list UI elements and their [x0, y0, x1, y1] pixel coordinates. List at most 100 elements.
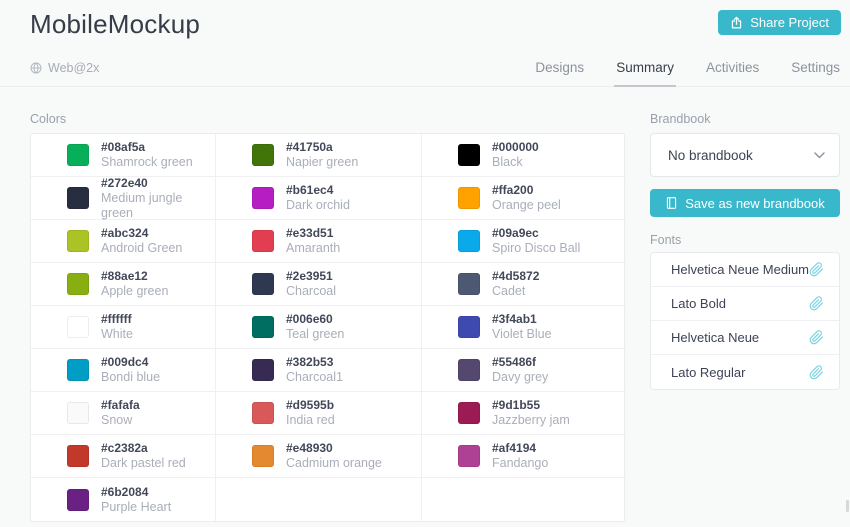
color-item[interactable]: #e33d51 Amaranth: [216, 220, 422, 263]
color-item[interactable]: #08af5a Shamrock green: [31, 134, 216, 177]
color-hex: #08af5a: [101, 140, 146, 154]
color-hex: #ffffff: [101, 312, 132, 326]
tab-designs[interactable]: Designs: [535, 60, 585, 75]
color-info: #41750a Napier green: [286, 140, 358, 170]
tab-activities[interactable]: Activities: [705, 60, 760, 75]
color-item[interactable]: #9d1b55 Jazzberry jam: [422, 392, 626, 435]
color-name: Dark pastel red: [101, 456, 186, 470]
color-item[interactable]: #272e40 Medium jungle green: [31, 176, 216, 220]
color-item[interactable]: #ffa200 Orange peel: [422, 177, 626, 220]
colors-section-label: Colors: [30, 112, 67, 126]
font-name: Helvetica Neue: [671, 330, 760, 345]
color-swatch: [458, 144, 480, 166]
color-hex: #e33d51: [286, 226, 334, 240]
color-swatch: [67, 230, 89, 252]
color-item[interactable]: #006e60 Teal green: [216, 306, 422, 349]
color-swatch: [458, 316, 480, 338]
color-item[interactable]: #ffffff White: [31, 306, 216, 349]
share-icon: [730, 16, 743, 30]
color-item[interactable]: #41750a Napier green: [216, 134, 422, 177]
paperclip-icon[interactable]: [809, 296, 824, 311]
color-hex: #382b53: [286, 355, 334, 369]
scrollbar[interactable]: [846, 500, 849, 512]
color-item[interactable]: #fafafa Snow: [31, 392, 216, 435]
color-info: #ffffff White: [101, 312, 133, 342]
color-name: Spiro Disco Ball: [492, 241, 581, 255]
color-name: Purple Heart: [101, 499, 172, 514]
color-swatch: [252, 316, 274, 338]
color-name: Black: [492, 155, 523, 169]
color-item[interactable]: #abc324 Android Green: [31, 220, 216, 263]
color-info: #55486f Davy grey: [492, 355, 548, 385]
color-hex: #55486f: [492, 355, 537, 369]
color-info: #08af5a Shamrock green: [101, 140, 193, 170]
color-hex: #fafafa: [101, 398, 140, 412]
color-swatch: [458, 187, 480, 209]
color-hex: #c2382a: [101, 441, 148, 455]
color-name: India red: [286, 413, 335, 427]
save-as-new-brandbook-button[interactable]: Save as new brandbook: [650, 189, 840, 217]
color-info: #fafafa Snow: [101, 398, 140, 428]
color-item[interactable]: #55486f Davy grey: [422, 349, 626, 392]
color-swatch: [67, 359, 89, 381]
color-item[interactable]: #382b53 Charcoal1: [216, 349, 422, 392]
subheader: Web@2x Designs Summary Activities Settings: [0, 49, 850, 87]
color-info: #2e3951 Charcoal: [286, 269, 336, 299]
color-item[interactable]: #af4194 Fandango: [422, 435, 626, 478]
color-swatch: [458, 273, 480, 295]
color-name: White: [101, 327, 133, 341]
color-name: Snow: [101, 413, 133, 427]
brandbook-dropdown[interactable]: No brandbook: [650, 133, 840, 177]
font-name: Helvetica Neue Medium: [671, 262, 810, 277]
color-swatch: [67, 273, 89, 295]
color-swatch: [458, 230, 480, 252]
color-item[interactable]: #2e3951 Charcoal: [216, 263, 422, 306]
color-item[interactable]: #d9595b India red: [216, 392, 422, 435]
fonts-section-label: Fonts: [650, 233, 682, 247]
font-row[interactable]: Helvetica Neue Medium: [651, 253, 839, 287]
tab-settings[interactable]: Settings: [791, 60, 840, 75]
color-hex: #88ae12: [101, 269, 148, 283]
color-item[interactable]: #88ae12 Apple green: [31, 263, 216, 306]
tab-summary[interactable]: Summary: [614, 49, 676, 87]
color-hex: #af4194: [492, 441, 537, 455]
font-row[interactable]: Lato Regular: [651, 355, 839, 389]
color-item[interactable]: #b61ec4 Dark orchid: [216, 177, 422, 220]
color-name: Napier green: [286, 155, 359, 169]
paperclip-icon[interactable]: [809, 364, 824, 380]
paperclip-icon[interactable]: [809, 262, 824, 277]
color-item[interactable]: #009dc4 Bondi blue: [31, 349, 216, 392]
color-item[interactable]: #4d5872 Cadet: [422, 263, 626, 306]
color-item[interactable]: #6b2084 Purple Heart: [31, 478, 216, 521]
color-swatch: [252, 187, 274, 209]
color-item[interactable]: #e48930 Cadmium orange: [216, 435, 422, 478]
color-item[interactable]: #09a9ec Spiro Disco Ball: [422, 220, 626, 263]
font-row[interactable]: Lato Bold: [651, 287, 839, 321]
share-button-label: Share Project: [750, 15, 829, 30]
color-info: #e33d51 Amaranth: [286, 226, 340, 256]
color-hex: #b61ec4: [286, 183, 334, 197]
paperclip-icon[interactable]: [809, 330, 824, 345]
color-item[interactable]: #000000 Black: [422, 134, 626, 177]
brandbook-dropdown-value: No brandbook: [668, 147, 753, 163]
color-swatch: [252, 230, 274, 252]
color-item[interactable]: #c2382a Dark pastel red: [31, 435, 216, 478]
color-info: #382b53 Charcoal1: [286, 355, 343, 385]
color-swatch: [67, 144, 89, 166]
color-hex: #41750a: [286, 140, 333, 154]
color-hex: #006e60: [286, 312, 333, 326]
color-info: #006e60 Teal green: [286, 312, 344, 342]
font-row[interactable]: Helvetica Neue: [651, 321, 839, 355]
color-hex: #4d5872: [492, 269, 540, 283]
color-item[interactable]: #3f4ab1 Violet Blue: [422, 306, 626, 349]
color-name: Teal green: [286, 327, 345, 341]
color-name: Violet Blue: [492, 327, 552, 341]
color-info: #c2382a Dark pastel red: [101, 441, 186, 471]
color-name: Bondi blue: [101, 370, 161, 384]
color-info: #b61ec4 Dark orchid: [286, 183, 350, 213]
page-title: MobileMockup: [30, 9, 201, 39]
color-info: #009dc4 Bondi blue: [101, 355, 160, 385]
brandbook-label: Brandbook: [650, 112, 711, 126]
share-project-button[interactable]: Share Project: [718, 10, 841, 35]
color-info: #09a9ec Spiro Disco Ball: [492, 226, 580, 256]
